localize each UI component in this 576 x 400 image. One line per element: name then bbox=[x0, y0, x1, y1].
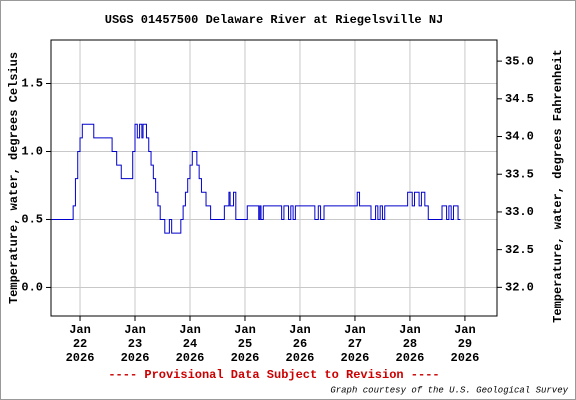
x-tick-label: 29 bbox=[458, 337, 472, 351]
y2-axis-label: Temperature, water, degrees Fahrenheit bbox=[551, 49, 565, 323]
x-tick-label: 28 bbox=[403, 337, 417, 351]
x-tick-label: 2026 bbox=[396, 351, 425, 365]
x-tick-label: 2026 bbox=[451, 351, 480, 365]
x-tick-label: 24 bbox=[183, 337, 197, 351]
x-tick-label: 2026 bbox=[341, 351, 370, 365]
x-tick-label: 26 bbox=[293, 337, 307, 351]
x-tick-label: 2026 bbox=[176, 351, 205, 365]
y2-tick-label: 32.0 bbox=[505, 281, 534, 295]
plot-frame bbox=[50, 39, 498, 317]
footer: ---- Provisional Data Subject to Revisio… bbox=[108, 368, 439, 382]
x-tick-label: Jan bbox=[289, 323, 311, 337]
x-tick-label: Jan bbox=[179, 323, 201, 337]
x-tick-label: Jan bbox=[454, 323, 476, 337]
y2-tick-label: 33.5 bbox=[505, 167, 534, 181]
x-tick-label: Jan bbox=[344, 323, 366, 337]
x-tick-label: 2026 bbox=[66, 351, 95, 365]
y-tick-label: 1.5 bbox=[21, 77, 43, 91]
y-tick-label: 1.0 bbox=[21, 145, 43, 159]
chart-title: USGS 01457500 Delaware River at Riegelsv… bbox=[105, 13, 443, 27]
x-tick-label: 25 bbox=[238, 337, 252, 351]
y-tick-label: 0.5 bbox=[21, 213, 43, 227]
y2-tick-label: 32.5 bbox=[505, 243, 534, 257]
x-tick-label: 2026 bbox=[121, 351, 150, 365]
y2-tick-label: 34.5 bbox=[505, 92, 534, 106]
y2-tick-label: 35.0 bbox=[505, 54, 534, 68]
x-tick-label: Jan bbox=[124, 323, 146, 337]
x-tick-label: Jan bbox=[234, 323, 256, 337]
credit: Graph courtesy of the U.S. Geological Su… bbox=[330, 385, 568, 395]
y2-tick-label: 34.0 bbox=[505, 130, 534, 144]
x-tick-label: 2026 bbox=[231, 351, 260, 365]
x-tick-label: 27 bbox=[348, 337, 362, 351]
y-axis-label: Temperature, water, degrees Celsius bbox=[7, 52, 21, 304]
x-tick-label: 2026 bbox=[286, 351, 315, 365]
y2-tick-label: 33.0 bbox=[505, 205, 534, 219]
x-tick-label: Jan bbox=[399, 323, 421, 337]
x-tick-label: Jan bbox=[69, 323, 91, 337]
x-tick-label: 22 bbox=[73, 337, 87, 351]
data-line bbox=[51, 123, 461, 234]
y-tick-label: 0.0 bbox=[21, 281, 43, 295]
x-tick-label: 23 bbox=[128, 337, 142, 351]
